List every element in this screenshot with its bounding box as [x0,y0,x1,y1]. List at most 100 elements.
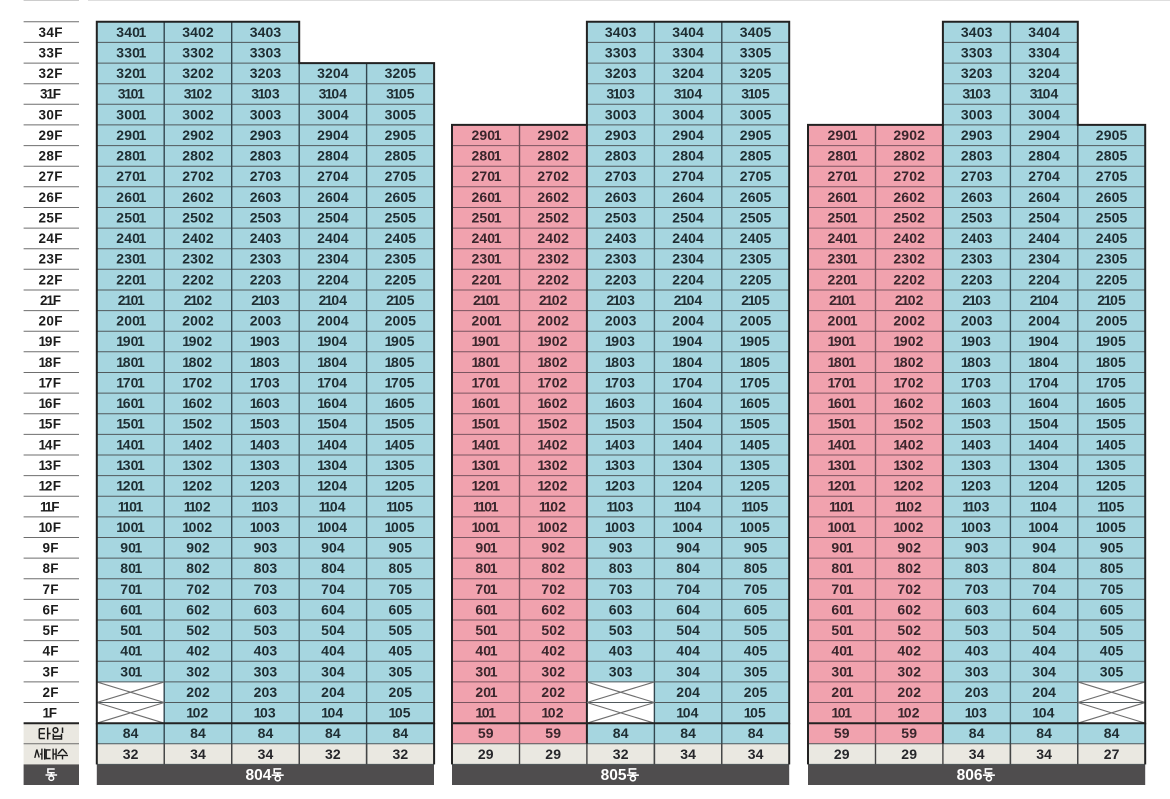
svg-text:1101: 1101 [118,498,144,514]
svg-text:11F: 11F [40,499,59,514]
svg-text:2403: 2403 [250,230,282,246]
svg-text:2203: 2203 [605,271,637,287]
svg-text:2704: 2704 [672,168,704,184]
svg-text:2805: 2805 [385,148,417,164]
svg-text:3401: 3401 [116,24,146,40]
svg-text:402: 402 [897,643,921,659]
svg-text:1102: 1102 [895,498,922,514]
svg-text:84: 84 [613,725,629,741]
svg-text:84: 84 [258,725,274,741]
svg-text:1804: 1804 [672,354,702,370]
svg-text:605: 605 [389,601,413,617]
svg-text:701: 701 [475,581,497,597]
svg-text:2503: 2503 [961,210,993,226]
svg-text:803: 803 [254,560,278,576]
svg-text:3203: 3203 [605,65,637,81]
svg-text:2802: 2802 [182,148,214,164]
svg-text:2805: 2805 [740,148,772,164]
svg-text:2701: 2701 [828,168,858,184]
svg-text:59: 59 [834,725,850,741]
svg-text:2001: 2001 [472,313,502,329]
svg-text:1203: 1203 [250,478,280,494]
svg-text:804: 804 [676,560,700,576]
svg-text:3204: 3204 [672,65,704,81]
svg-text:2104: 2104 [1030,292,1059,308]
svg-text:1001: 1001 [828,519,857,535]
svg-text:2602: 2602 [893,189,925,205]
svg-text:12F: 12F [38,479,61,494]
svg-text:1F: 1F [42,706,57,721]
svg-text:1701: 1701 [828,375,857,391]
svg-text:2301: 2301 [116,251,146,267]
svg-text:1603: 1603 [961,395,991,411]
svg-text:2703: 2703 [605,168,637,184]
svg-text:402: 402 [186,643,210,659]
svg-text:2201: 2201 [116,271,146,287]
svg-text:3004: 3004 [1028,106,1060,122]
svg-text:806: 806 [957,767,983,784]
svg-text:102: 102 [541,705,563,721]
svg-text:802: 802 [897,560,921,576]
svg-text:3002: 3002 [182,106,214,122]
svg-text:405: 405 [744,643,768,659]
svg-text:3004: 3004 [672,106,704,122]
svg-text:301: 301 [120,663,142,679]
svg-text:2702: 2702 [893,168,925,184]
svg-text:2705: 2705 [740,168,772,184]
svg-text:2103: 2103 [606,292,635,308]
svg-text:603: 603 [965,601,989,617]
svg-text:702: 702 [541,581,565,597]
svg-text:601: 601 [831,601,853,617]
svg-text:904: 904 [321,540,345,556]
svg-text:1902: 1902 [893,333,923,349]
svg-text:1403: 1403 [250,436,280,452]
svg-text:2305: 2305 [1096,251,1128,267]
svg-text:901: 901 [831,540,853,556]
svg-text:702: 702 [186,581,210,597]
svg-text:104: 104 [321,705,343,721]
svg-text:505: 505 [744,622,768,638]
svg-text:27: 27 [1104,746,1120,762]
svg-text:2001: 2001 [828,313,858,329]
svg-text:2302: 2302 [537,251,569,267]
svg-text:1702: 1702 [537,375,567,391]
svg-text:59: 59 [478,725,494,741]
svg-text:10F: 10F [38,520,61,535]
svg-text:805: 805 [1100,560,1124,576]
svg-text:2201: 2201 [472,271,502,287]
svg-text:1805: 1805 [1096,354,1126,370]
svg-text:902: 902 [897,540,921,556]
svg-text:801: 801 [120,560,142,576]
svg-text:1503: 1503 [605,416,635,432]
svg-text:2301: 2301 [828,251,858,267]
svg-text:2404: 2404 [672,230,704,246]
svg-text:2903: 2903 [250,127,282,143]
svg-text:2805: 2805 [1096,148,1128,164]
svg-text:84: 84 [1036,725,1052,741]
svg-text:3004: 3004 [317,106,349,122]
svg-text:2705: 2705 [1096,168,1128,184]
svg-text:1202: 1202 [893,478,923,494]
svg-text:1801: 1801 [116,354,145,370]
svg-text:905: 905 [744,540,768,556]
svg-text:14F: 14F [38,437,61,452]
svg-text:1803: 1803 [250,354,280,370]
svg-text:3103: 3103 [606,86,635,102]
svg-text:3303: 3303 [961,44,993,60]
svg-text:1901: 1901 [116,333,145,349]
svg-text:202: 202 [897,684,921,700]
svg-text:702: 702 [897,581,921,597]
svg-text:2105: 2105 [386,292,415,308]
svg-text:2704: 2704 [1028,168,1060,184]
svg-text:1803: 1803 [961,354,991,370]
svg-text:7F: 7F [42,582,58,597]
svg-text:2204: 2204 [672,271,704,287]
svg-text:501: 501 [475,622,497,638]
svg-text:32: 32 [613,746,629,762]
svg-text:1305: 1305 [385,457,415,473]
svg-text:605: 605 [1100,601,1124,617]
svg-text:1303: 1303 [250,457,280,473]
svg-text:2703: 2703 [961,168,993,184]
svg-text:84: 84 [123,725,139,741]
svg-text:2504: 2504 [672,210,704,226]
